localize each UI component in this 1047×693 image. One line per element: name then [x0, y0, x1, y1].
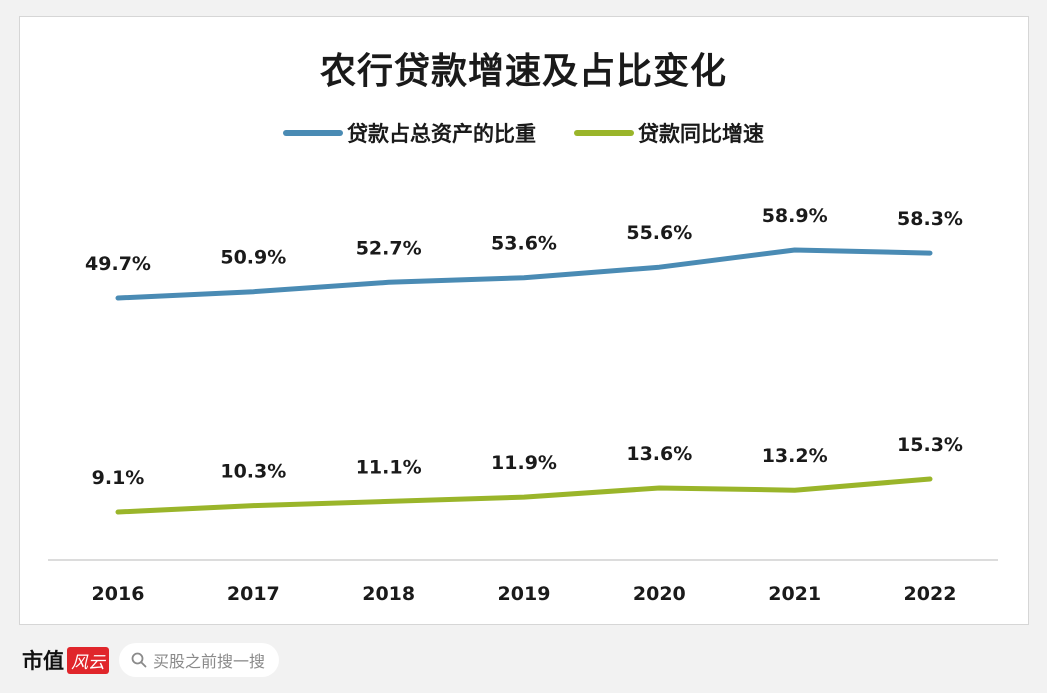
- legend-swatch-growth: [574, 130, 634, 136]
- x-tick-label: 2017: [227, 583, 280, 605]
- x-tick-label: 2020: [633, 583, 686, 605]
- brand-logo: 市值 风云: [22, 645, 109, 675]
- legend-label-share: 贷款占总资产的比重: [347, 122, 536, 146]
- data-label: 13.6%: [626, 443, 692, 465]
- data-label: 58.9%: [762, 205, 828, 227]
- x-tick-label: 2021: [768, 583, 821, 605]
- footer-bar: 市值 风云 买股之前搜一搜: [22, 643, 280, 677]
- data-label: 9.1%: [92, 467, 145, 489]
- data-label: 58.3%: [897, 208, 963, 230]
- data-label: 53.6%: [491, 233, 557, 255]
- x-tick-label: 2019: [498, 583, 551, 605]
- chart-legend: 贷款占总资产的比重 贷款同比增速: [0, 118, 1047, 148]
- x-tick-label: 2016: [92, 583, 145, 605]
- search-icon: [131, 652, 147, 668]
- data-label: 15.3%: [897, 434, 963, 456]
- search-box[interactable]: 买股之前搜一搜: [119, 643, 280, 677]
- data-label: 13.2%: [762, 445, 828, 467]
- legend-swatch-share: [283, 130, 343, 136]
- data-label: 55.6%: [626, 222, 692, 244]
- legend-label-growth: 贷款同比增速: [638, 122, 764, 146]
- series-line-1: [115, 476, 933, 515]
- data-label: 11.1%: [356, 456, 422, 478]
- search-placeholder: 买股之前搜一搜: [153, 652, 266, 671]
- data-label: 10.3%: [220, 461, 286, 483]
- x-tick-label: 2022: [904, 583, 957, 605]
- brand-seal: 风云: [67, 646, 109, 674]
- data-label: 50.9%: [220, 247, 286, 269]
- chart-title: 农行贷款增速及占比变化: [319, 51, 727, 92]
- data-label: 11.9%: [491, 452, 557, 474]
- chart-card: [19, 16, 1029, 625]
- x-tick-label: 2018: [362, 583, 415, 605]
- data-label: 52.7%: [356, 237, 422, 259]
- brand-text: 市值: [22, 648, 64, 673]
- series-line-0: [115, 247, 933, 301]
- data-label: 49.7%: [85, 253, 151, 275]
- legend-item-growth: 贷款同比增速: [574, 118, 764, 148]
- legend-item-share: 贷款占总资产的比重: [283, 118, 536, 148]
